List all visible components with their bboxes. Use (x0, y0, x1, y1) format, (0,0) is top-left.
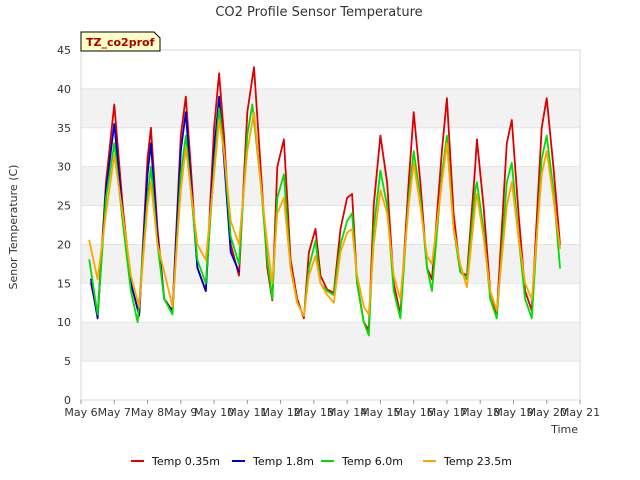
x-tick-label: May 6 (64, 406, 97, 419)
y-tick-label: 10 (57, 316, 71, 329)
y-tick-label: 20 (57, 238, 71, 251)
x-tick-label: May 7 (98, 406, 131, 419)
x-tick-label: May 10 (194, 406, 234, 419)
legend-label: Temp 6.0m (341, 455, 403, 468)
x-tick-label: May 8 (131, 406, 164, 419)
plot-bands (81, 50, 580, 400)
annotation-box-shape (80, 31, 161, 52)
plot-area (80, 49, 581, 401)
x-tick-label: May 19 (493, 406, 533, 419)
y-tick-label: 5 (64, 355, 71, 368)
y-tick-label: 25 (57, 200, 71, 213)
y-tick-label: 45 (57, 44, 71, 57)
x-tick-label: May 14 (327, 406, 367, 419)
annotation-box: TZ_co2prof (80, 31, 161, 52)
x-tick-label: May 11 (227, 406, 267, 419)
plot-band (81, 244, 580, 284)
y-tick-label: 0 (64, 394, 71, 407)
plot-band (81, 88, 580, 128)
x-tick-label: May 16 (394, 406, 434, 419)
x-tick-label: May 15 (360, 406, 400, 419)
y-tick-label: 35 (57, 122, 71, 135)
x-tick-label: May 12 (260, 406, 300, 419)
legend: Temp 0.35m Temp 1.8m Temp 6.0m Temp 23.5m (131, 455, 512, 468)
x-axis-label: Time (550, 423, 578, 436)
series-lines (88, 66, 561, 337)
x-tick-label: May 17 (427, 406, 467, 419)
x-tick-label: May 20 (527, 406, 567, 419)
legend-label: Temp 23.5m (443, 455, 512, 468)
y-tick-label: 40 (57, 83, 71, 96)
legend-label: Temp 0.35m (151, 455, 220, 468)
plot-band (81, 166, 580, 206)
y-tick-label: 15 (57, 277, 71, 290)
x-tick-label: May 13 (294, 406, 334, 419)
annotation-text: TZ_co2prof (86, 36, 155, 49)
x-tick-label: May 21 (560, 406, 600, 419)
y-tick-label: 30 (57, 161, 71, 174)
x-tick-label: May 18 (460, 406, 500, 419)
chart-title: CO2 Profile Sensor Temperature (215, 5, 422, 20)
plot-band (81, 322, 580, 362)
x-tick-label: May 9 (164, 406, 197, 419)
y-axis-ticks: 0 5 10 15 20 25 30 35 40 45 (57, 44, 71, 407)
legend-label: Temp 1.8m (252, 455, 314, 468)
series-line-temp-23-5m (88, 111, 561, 317)
y-axis-label: Senor Temperature (C) (7, 165, 20, 290)
